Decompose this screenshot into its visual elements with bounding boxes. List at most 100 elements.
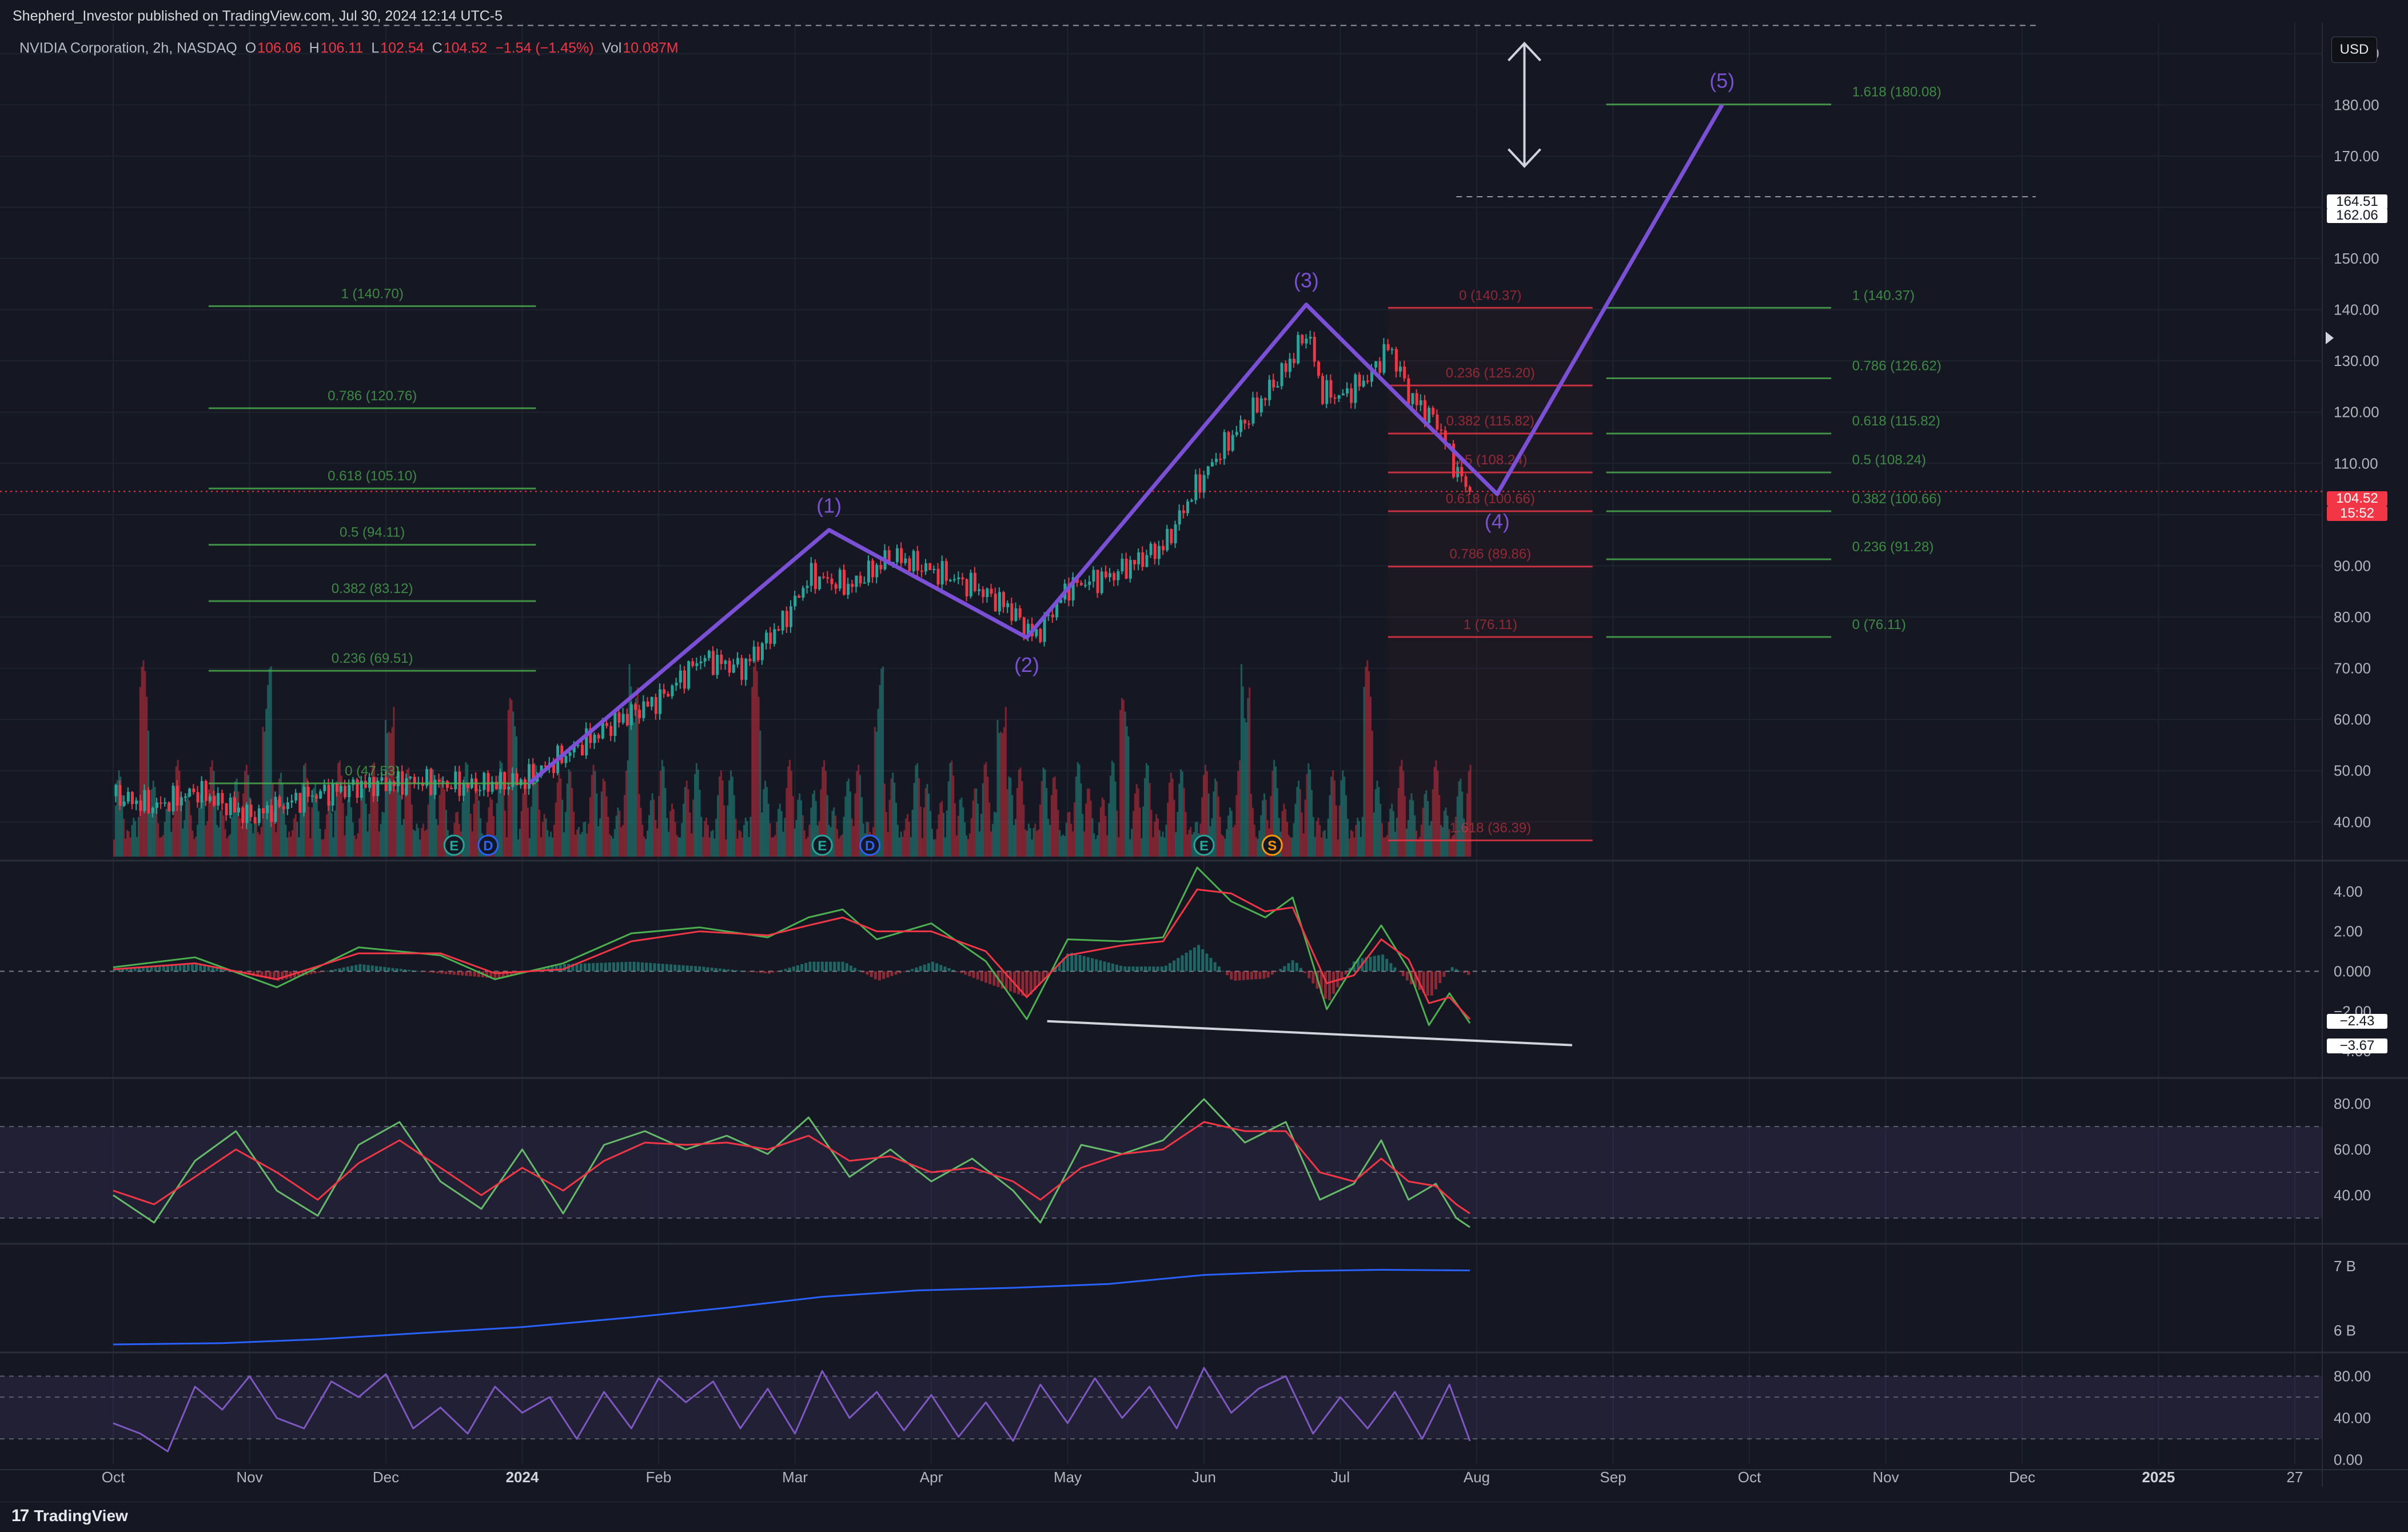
macd-histogram-bar	[767, 971, 771, 974]
candle-body	[1280, 363, 1283, 387]
volume-bar	[324, 829, 326, 857]
volume-bar	[1052, 778, 1054, 857]
footer-bar	[0, 1502, 2408, 1532]
volume-bar	[1181, 771, 1183, 857]
volume-bar	[1127, 736, 1130, 857]
volume-bar	[1201, 797, 1203, 857]
tradingview-mark-icon: 17	[11, 1506, 29, 1525]
volume-bar	[553, 825, 555, 857]
volume-bar	[252, 833, 254, 857]
volume-bar	[1230, 810, 1233, 857]
fib-red-label: 0 (140.37)	[1459, 288, 1521, 303]
volume-bar	[1343, 777, 1346, 857]
volume-bar	[340, 775, 342, 857]
volume-bar	[1468, 771, 1470, 857]
volume-bar	[1374, 789, 1377, 857]
event-marker-label: S	[1267, 838, 1277, 854]
macd-histogram-bar	[964, 971, 967, 975]
volume-bar	[558, 773, 560, 857]
candle-body	[944, 561, 948, 581]
stochastic-rsi-series	[113, 1367, 1471, 1453]
tradingview-logo[interactable]: 17 TradingView	[11, 1506, 128, 1526]
volume-bar	[226, 838, 228, 857]
volume-bar	[1361, 817, 1364, 857]
candle-body	[916, 551, 919, 571]
macd-histogram-bar	[297, 971, 300, 977]
volume-bar	[273, 811, 276, 857]
volume-bar	[1171, 778, 1174, 857]
candle-body	[1407, 378, 1410, 404]
macd-histogram-bar	[804, 962, 808, 972]
candle-body	[773, 629, 776, 644]
symbol-name[interactable]: NVIDIA Corporation, 2h, NASDAQ	[19, 40, 237, 56]
volume-bar	[159, 837, 161, 857]
volume-bar	[622, 825, 624, 857]
candle-body	[454, 771, 457, 789]
macd-histogram-bar	[1262, 971, 1266, 979]
candle-body	[188, 788, 192, 797]
volume-bar	[1281, 811, 1283, 857]
volume-bar	[623, 795, 625, 857]
volume-bar	[1054, 776, 1056, 857]
volume-bar	[1296, 787, 1298, 857]
volume-bar	[144, 671, 146, 857]
volume-bar	[326, 814, 328, 857]
volume-bar	[503, 781, 505, 857]
candle-body	[1145, 555, 1149, 567]
volume-bar	[1177, 811, 1179, 857]
volume-bar	[774, 835, 776, 857]
currency-button[interactable]: USD	[2331, 37, 2377, 63]
candle-body	[716, 654, 719, 675]
x-tick-label: Oct	[102, 1469, 125, 1486]
volume-bar	[338, 761, 341, 857]
volume-bar	[146, 697, 148, 857]
volume-bar	[697, 769, 699, 857]
volume-bar	[374, 776, 377, 857]
volume-bar	[741, 837, 744, 857]
macd-series	[113, 866, 1471, 1026]
candle-body	[940, 561, 944, 585]
event-marker-icon	[477, 834, 499, 856]
volume-bar	[833, 807, 835, 857]
macd-histogram-bar	[911, 969, 914, 972]
volume-bar	[1401, 759, 1403, 857]
macd-histogram-bar	[759, 971, 763, 973]
macd-histogram-bar	[1348, 968, 1351, 972]
collapse-arrow-icon[interactable]	[2326, 332, 2334, 344]
macd-histogram-bar	[796, 965, 799, 972]
volume-bar	[386, 733, 388, 857]
volume-bar	[955, 835, 958, 857]
macd-histogram-bar	[788, 968, 791, 972]
volume-bar	[1059, 830, 1061, 857]
volume-bar	[142, 660, 145, 857]
volume-bar	[280, 773, 282, 857]
volume-bar	[1232, 827, 1234, 857]
macd-histogram-bar	[1454, 969, 1458, 972]
volume-bar	[242, 793, 245, 857]
macd-histogram-bar	[1144, 966, 1147, 972]
candle-body	[920, 570, 923, 572]
candle-body	[605, 723, 608, 726]
candle-body	[1354, 375, 1357, 403]
macd-histogram-bar	[1197, 945, 1201, 972]
volume-bar	[1325, 838, 1327, 857]
volume-bar	[1155, 814, 1158, 857]
candle-body	[1263, 398, 1267, 400]
candle-body	[118, 785, 122, 806]
volume-bar	[1014, 818, 1016, 857]
candle-body	[1051, 614, 1054, 618]
volume-bar	[882, 666, 884, 857]
volume-bar	[725, 839, 727, 857]
macd-histogram-bar	[862, 971, 865, 973]
candle-body	[994, 594, 997, 612]
candle-body	[1153, 543, 1157, 559]
x-tick-label: Nov	[236, 1469, 262, 1486]
volume-bar	[1416, 830, 1418, 857]
macd-histogram-bar	[501, 971, 505, 977]
volume-bar	[952, 775, 955, 857]
candle-body	[1129, 560, 1132, 579]
volume-bar	[990, 831, 992, 857]
candle-body	[1006, 603, 1010, 607]
macd-histogram-bar	[457, 971, 460, 976]
